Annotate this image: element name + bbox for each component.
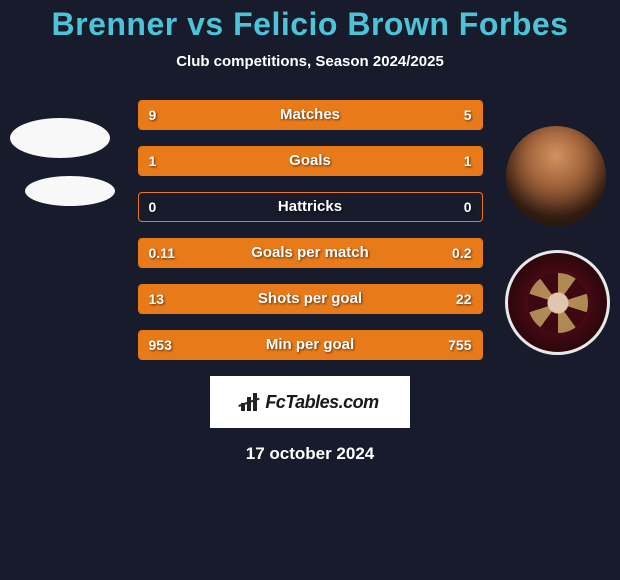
stats-bars-container: 95Matches 11Goals 00Hattricks 0.110.2Goals … <box>138 100 483 360</box>
stat-row: 95Matches <box>138 100 483 130</box>
brand-text: FcTables.com <box>265 392 378 413</box>
comparison-subtitle: Club competitions, Season 2024/2025 <box>0 53 620 70</box>
brand-bars-icon <box>241 393 261 411</box>
stat-row: 953755Min per goal <box>138 330 483 360</box>
stat-label: Shots per goal <box>139 285 482 313</box>
player-right-avatar <box>506 126 606 226</box>
stat-label: Goals per match <box>139 239 482 267</box>
stat-label: Goals <box>139 147 482 175</box>
stat-row: 00Hattricks <box>138 192 483 222</box>
stat-row: 1322Shots per goal <box>138 284 483 314</box>
brand-badge: FcTables.com <box>210 376 410 428</box>
player-left-avatar <box>10 118 110 158</box>
club-left-logo <box>25 176 115 206</box>
club-right-logo <box>505 250 610 355</box>
comparison-title: Brenner vs Felicio Brown Forbes <box>0 0 620 43</box>
stat-label: Hattricks <box>139 193 482 221</box>
stat-row: 0.110.2Goals per match <box>138 238 483 268</box>
stat-label: Matches <box>139 101 482 129</box>
generated-date: 17 october 2024 <box>0 444 620 464</box>
stat-row: 11Goals <box>138 146 483 176</box>
stat-label: Min per goal <box>139 331 482 359</box>
